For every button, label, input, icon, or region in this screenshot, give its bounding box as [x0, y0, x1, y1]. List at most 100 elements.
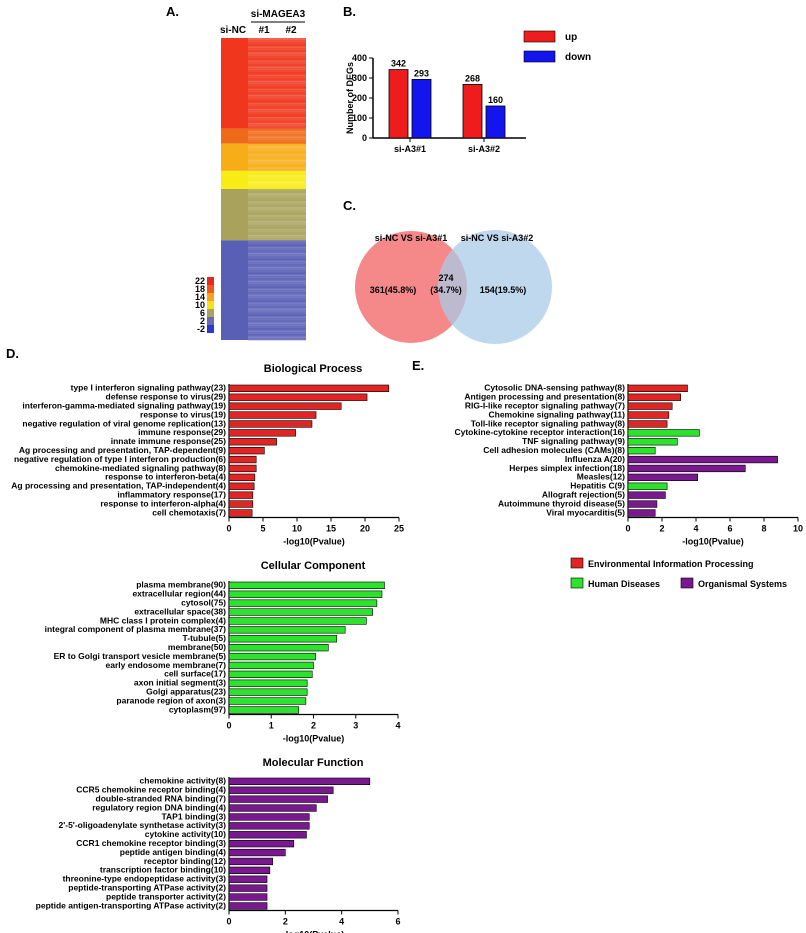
- bar-12: [627, 491, 666, 499]
- heatmap-stripe-5-34: [248, 308, 306, 311]
- heatmap-stripe-1-0: [248, 128, 306, 131]
- venn-set2-title: si-NC VS si-A3#2: [461, 233, 534, 243]
- category-label-12: Golgi apparatus(23): [146, 687, 226, 697]
- category-label-14: Viral myocarditis(5): [546, 507, 625, 517]
- heatmap-stripe-3-7: [248, 184, 306, 188]
- category-label-8: peptide antigen binding(4): [120, 847, 226, 857]
- heatmap-stripe-0-24: [248, 86, 306, 89]
- heatmap-stripe-4-1: [248, 190, 306, 194]
- scale-swatch-0: [207, 277, 214, 285]
- category-label-8: negative regulation of type I interferon…: [14, 454, 226, 464]
- scale-swatch-2: [207, 293, 214, 301]
- bar-4: [627, 420, 668, 428]
- heatmap-block-ncontrol-1: [221, 128, 248, 144]
- bar-13: [228, 500, 254, 508]
- heatmap-stripe-2-12: [248, 166, 306, 170]
- heatmap-cells: [221, 38, 306, 341]
- heatmap-stripe-0-6: [248, 50, 306, 53]
- heatmap-stripe-5-33: [248, 306, 306, 309]
- b-y-tick-label-2: 200: [352, 93, 367, 103]
- category-label-5: Cytokine-cytokine receptor interaction(1…: [454, 427, 625, 437]
- category-label-4: negative regulation of viral genome repl…: [22, 418, 226, 428]
- heatmap-stripe-2-2: [248, 147, 306, 150]
- heatmap-stripe-0-36: [248, 110, 306, 113]
- b-bar-down-0: [411, 79, 432, 139]
- b-legend-swatch-down: [523, 50, 556, 63]
- heatmap-stripe-5-24: [248, 288, 306, 291]
- b-bar-down-1: [485, 105, 506, 139]
- category-label-4: Toll-like receptor signaling pathway(8): [471, 418, 625, 428]
- x-tick-label-3: 6: [727, 524, 732, 534]
- heatmap-stripe-0-10: [248, 58, 306, 61]
- legend-swatch-2: [680, 577, 694, 589]
- kegg-pathway-chart: Cytosolic DNA-sensing pathway(8)Antigen …: [454, 383, 803, 547]
- category-label-11: axon initial segment(3): [134, 678, 226, 688]
- heatmap-stripe-0-26: [248, 90, 306, 93]
- x-tick-label-5: 10: [793, 524, 803, 534]
- heatmap-block-ncontrol-2: [221, 143, 248, 171]
- heatmap-stripe-0-12: [248, 62, 306, 65]
- heatmap-stripe-0-28: [248, 94, 306, 97]
- bar-0: [228, 384, 390, 392]
- bar-3: [228, 411, 317, 419]
- heatmap-stripe-0-38: [248, 114, 306, 117]
- bar-13: [228, 697, 307, 705]
- panel-label-c: C.: [343, 198, 356, 213]
- heatmap-stripe-5-44: [248, 328, 306, 331]
- scale-tick-6: -2: [197, 324, 205, 334]
- venn-circle-set2: [438, 230, 552, 344]
- heatmap-stripe-4-24: [248, 236, 306, 239]
- category-label-14: peptide antigen-transporting ATPase acti…: [36, 900, 227, 910]
- heatmap-stripe-5-47: [248, 334, 306, 337]
- heatmap-stripe-5-30: [248, 300, 306, 303]
- heatmap-stripe-4-21: [248, 230, 306, 233]
- heatmap-stripe-0-8: [248, 54, 306, 57]
- category-label-2: RIG-I-like receptor signaling pathway(7): [465, 401, 625, 411]
- heatmap-stripe-3-3: [248, 176, 306, 180]
- heatmap-group-label: si-MAGEA3: [251, 9, 306, 20]
- bar-10: [228, 473, 256, 481]
- category-label-6: innate immune response(25): [111, 436, 226, 446]
- category-label-8: Influenza A(20): [565, 454, 625, 464]
- heatmap-stripe-3-6: [248, 182, 306, 186]
- heatmap-stripe-0-23: [248, 84, 306, 87]
- scale-tick-4: 6: [200, 308, 205, 318]
- bar-10: [627, 473, 698, 481]
- bar-5: [228, 822, 310, 830]
- category-label-7: membrane(50): [168, 642, 226, 652]
- bar-3: [228, 608, 373, 616]
- heatmap-stripe-4-18: [248, 224, 306, 227]
- category-label-2: double-stranded RNA binding(7): [96, 794, 227, 804]
- heatmap-stripe-5-0: [248, 240, 306, 243]
- heatmap-stripe-0-17: [248, 72, 306, 75]
- b-legend-label-up: up: [565, 32, 577, 43]
- heatmap-stripe-4-11: [248, 210, 306, 213]
- panel-label-a: A.: [166, 4, 179, 19]
- heatmap-stripe-0-7: [248, 52, 306, 55]
- category-label-1: defense response to virus(29): [106, 392, 227, 402]
- category-label-13: Autoimmune thyroid disease(5): [498, 498, 625, 508]
- bar-5: [228, 429, 296, 437]
- heatmap-stripe-0-27: [248, 92, 306, 95]
- b-value-label-down-1: 160: [488, 95, 503, 105]
- heatmap-stripe-1-4: [248, 136, 306, 139]
- panel-label-e: E.: [412, 358, 424, 373]
- bar-2: [228, 599, 378, 607]
- category-label-2: cytosol(75): [181, 598, 226, 608]
- bar-2: [627, 402, 673, 410]
- b-category-label-1: si-A3#2: [468, 144, 500, 154]
- heatmap-stripe-0-41: [248, 120, 306, 123]
- category-label-5: 2'-5'-oligoadenylate synthetase activity…: [59, 820, 227, 830]
- b-y-tick-label-0: 0: [362, 133, 367, 143]
- b-value-label-down-0: 293: [414, 68, 429, 78]
- category-label-10: response to interferon-beta(4): [105, 472, 226, 482]
- category-label-11: Hepatitis C(9): [570, 481, 625, 491]
- category-label-3: extracellular space(38): [134, 606, 226, 616]
- bar-14: [228, 509, 253, 517]
- kegg-category-legend: Environmental Information Processing Huma…: [570, 557, 787, 589]
- bar-12: [228, 688, 308, 696]
- heatmap-stripe-4-10: [248, 208, 306, 212]
- heatmap-stripe-5-2: [248, 244, 306, 247]
